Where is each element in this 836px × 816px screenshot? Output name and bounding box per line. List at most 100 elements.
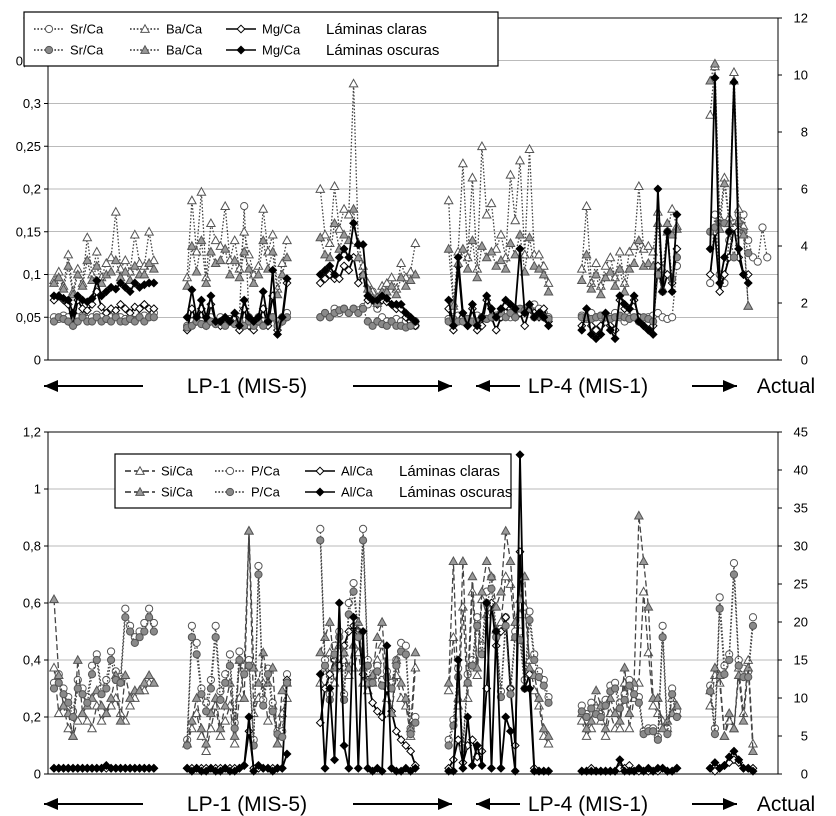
data-point — [339, 261, 349, 271]
data-point — [639, 321, 649, 331]
series-p-ca-4 — [49, 536, 758, 753]
data-point — [401, 308, 411, 318]
data-point — [514, 229, 526, 239]
data-point — [595, 289, 606, 299]
arrow-lp4-left-head — [476, 380, 490, 392]
data-point — [487, 584, 496, 593]
data-point — [277, 269, 288, 279]
data-point — [282, 749, 292, 759]
data-point — [115, 715, 126, 725]
data-point — [64, 698, 73, 707]
data-point — [106, 252, 117, 262]
data-point — [720, 670, 729, 679]
data-point — [67, 730, 79, 740]
data-point — [253, 312, 263, 322]
data-point — [539, 681, 548, 690]
data-point — [121, 613, 130, 622]
data-point — [368, 678, 377, 687]
data-point — [729, 77, 739, 87]
data-point — [506, 690, 515, 699]
data-point — [586, 715, 597, 725]
y-tick-label: 0,25 — [16, 139, 41, 154]
data-point — [624, 246, 635, 256]
data-point — [315, 669, 325, 679]
data-point — [605, 266, 616, 276]
data-point — [529, 312, 539, 322]
data-point — [538, 269, 549, 279]
data-point — [614, 715, 625, 725]
data-point — [533, 263, 545, 273]
arrow-lp4-right-head — [723, 380, 737, 392]
data-point — [496, 304, 506, 314]
data-point — [111, 284, 121, 294]
data-point — [187, 285, 197, 295]
data-point — [719, 178, 730, 188]
data-point — [591, 334, 601, 344]
data-point — [729, 570, 739, 579]
data-point — [72, 654, 83, 664]
series-line — [319, 621, 417, 729]
data-point — [258, 203, 269, 213]
data-point — [267, 229, 278, 239]
data-point — [101, 257, 112, 267]
data-point — [744, 673, 753, 682]
data-point — [495, 586, 507, 596]
legend-entry-label: Mg/Ca — [262, 43, 301, 58]
data-point — [187, 621, 196, 630]
y-tick-label: 0,1 — [23, 267, 41, 282]
data-point — [140, 618, 149, 628]
y-tick-label: 0,15 — [16, 224, 41, 239]
data-point — [658, 633, 667, 642]
data-point — [500, 263, 511, 273]
data-point — [467, 235, 478, 245]
data-point — [581, 249, 592, 259]
data-point — [63, 723, 74, 733]
data-point — [396, 735, 406, 745]
data-point — [192, 312, 202, 322]
data-point — [186, 723, 197, 733]
data-point — [629, 291, 639, 301]
data-point — [244, 712, 254, 722]
y-tick-label: 1,2 — [23, 425, 41, 440]
data-point — [92, 275, 102, 285]
data-point — [349, 612, 359, 622]
series-line — [186, 270, 288, 335]
data-point — [53, 669, 64, 680]
data-point — [96, 700, 107, 710]
data-point — [149, 618, 158, 628]
data-point — [191, 266, 202, 276]
data-point — [587, 704, 596, 713]
data-point — [320, 661, 330, 670]
data-point — [129, 229, 140, 239]
data-point — [82, 255, 93, 265]
data-point — [406, 312, 416, 322]
y2-tick-label: 2 — [801, 296, 808, 311]
y2-tick-label: 0 — [801, 353, 808, 368]
data-point — [596, 329, 606, 339]
data-point — [215, 240, 226, 250]
data-point — [472, 669, 483, 680]
legend-group-label: Láminas oscuras — [399, 484, 512, 501]
data-point — [457, 158, 468, 168]
data-point — [63, 249, 74, 259]
data-point — [520, 321, 530, 331]
data-point — [705, 109, 716, 119]
data-point — [48, 277, 60, 287]
data-point — [272, 329, 282, 339]
data-point — [586, 329, 596, 339]
data-point — [491, 325, 501, 335]
period-label: Actual — [757, 793, 815, 816]
data-point — [87, 670, 97, 679]
legend-marker — [225, 466, 235, 476]
data-point — [491, 601, 502, 611]
data-point — [220, 312, 230, 322]
data-point — [719, 760, 729, 770]
data-point — [495, 255, 507, 265]
legend-entry-label: Al/Ca — [341, 464, 374, 479]
data-point — [743, 654, 754, 664]
series-line — [581, 637, 678, 743]
data-point — [282, 678, 292, 687]
data-point — [211, 633, 220, 642]
period-labels: LP-1 (MIS-5) LP-4 (MIS-1) Actual — [44, 375, 815, 398]
data-point — [610, 684, 620, 693]
